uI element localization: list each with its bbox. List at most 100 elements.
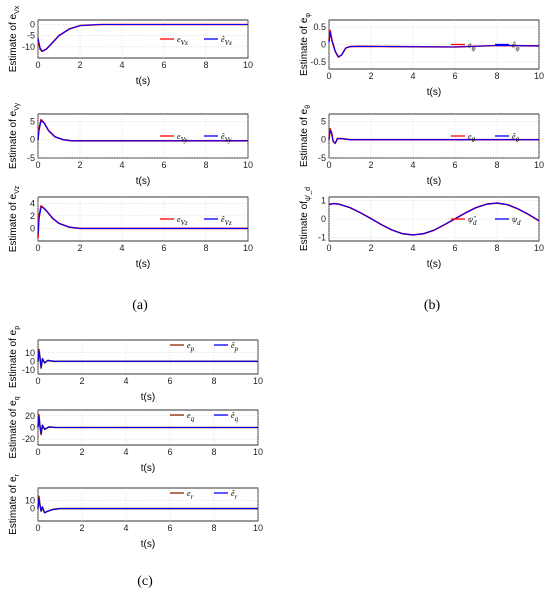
x-tick-label: 6 — [167, 523, 172, 533]
x-tick-label: 0 — [35, 447, 40, 457]
legend-entry-0-main: e — [187, 489, 191, 498]
y-tick-label: 5 — [321, 116, 326, 126]
y-tick-label: -5 — [318, 153, 326, 163]
legend-entry-1-main: ê — [221, 215, 225, 224]
legend-entry-0-sub: r — [191, 493, 194, 501]
y-tick-label: 4 — [30, 198, 35, 208]
y-tick-label: 2 — [30, 211, 35, 221]
legend-entry-1: êq — [231, 411, 239, 423]
y-axis-label: Estimate of eq — [8, 396, 21, 458]
x-tick-label: 2 — [79, 523, 84, 533]
x-tick-label: 10 — [243, 60, 253, 70]
x-tick-label: 0 — [35, 160, 40, 170]
y-tick-label: -1 — [318, 232, 326, 242]
legend-entry-0: er — [187, 489, 194, 501]
chart-b1: 0 2 4 6 8 10-0.500.5eφ êφt(s)Estimate of eφ — [299, 13, 544, 98]
x-tick-label: 8 — [211, 523, 216, 533]
legend-entry-0-main: ψ̂ — [468, 215, 476, 224]
legend-entry-0: eVy — [177, 132, 188, 144]
x-tick-label: 2 — [77, 160, 82, 170]
x-tick-label: 10 — [253, 523, 263, 533]
x-tick-label: 6 — [452, 243, 457, 253]
y-axis-label-main: Estimate of e — [8, 110, 19, 169]
x-tick-label: 0 — [35, 523, 40, 533]
series-line-estimate — [37, 350, 258, 368]
legend-entry-0-sub: q — [191, 415, 195, 423]
caption-a: (a) — [132, 298, 148, 313]
legend-entry-0: eθ — [468, 132, 476, 144]
y-axis-label: Estimate ofψ'_d — [299, 187, 312, 251]
y-axis-label-sub: r — [14, 473, 21, 476]
x-tick-label: 10 — [534, 243, 544, 253]
x-tick-label: 2 — [368, 71, 373, 81]
y-axis-label: Estimate of ep — [8, 326, 21, 388]
x-tick-label: 6 — [161, 60, 166, 70]
legend-entry-0-main: e — [177, 35, 181, 44]
legend-entry-1-sub: Vy — [225, 136, 233, 144]
x-tick-label: 2 — [79, 376, 84, 386]
x-tick-label: 4 — [119, 60, 124, 70]
x-tick-label: 2 — [77, 243, 82, 253]
legend-entry-1-main: ê — [231, 411, 235, 420]
x-tick-label: 8 — [211, 376, 216, 386]
legend-entry-1-sub: r — [235, 493, 238, 501]
y-axis-label-sub: p — [14, 326, 21, 330]
x-axis-label: t(s) — [136, 259, 150, 270]
x-tick-label: 4 — [119, 160, 124, 170]
legend-entry-0: eVx — [177, 35, 189, 47]
x-tick-label: 8 — [494, 160, 499, 170]
x-tick-label: 8 — [494, 71, 499, 81]
legend-entry-1-sub: Vx — [225, 39, 233, 47]
y-tick-label: -10 — [22, 365, 35, 375]
x-axis-label: t(s) — [136, 76, 150, 87]
legend-entry-0-sub: φ — [472, 45, 476, 53]
x-tick-label: 6 — [452, 160, 457, 170]
x-tick-label: 4 — [123, 447, 128, 457]
legend-entry-0: ψ̂d — [468, 215, 477, 227]
x-tick-label: 0 — [35, 60, 40, 70]
y-axis-label: Estimate of eVx — [8, 5, 21, 72]
legend-entry-0-main: e — [177, 215, 181, 224]
x-tick-label: 10 — [534, 160, 544, 170]
y-axis-label: Estimate of eθ — [299, 105, 312, 167]
y-tick-label: 0 — [30, 19, 35, 29]
series-line-estimate — [37, 206, 248, 235]
y-axis-label-main: Estimate of e — [8, 13, 19, 72]
legend-entry-1-sub: d — [517, 219, 521, 227]
y-axis-label-main: Estimate of e — [8, 400, 19, 459]
legend-entry-1-main: ê — [231, 341, 235, 350]
legend-entry-1-main: ê — [221, 132, 225, 141]
legend-entry-1: êVx — [221, 35, 233, 47]
legend-entry-1-sub: φ — [516, 45, 520, 53]
legend-entry-1-main: ê — [512, 132, 516, 141]
y-axis-label-main: Estimate of e — [8, 329, 19, 388]
y-axis-label: Estimate of eφ — [299, 13, 312, 76]
y-tick-label: 0 — [30, 223, 35, 233]
y-tick-label: 0 — [321, 40, 326, 50]
legend-entry-1: êVy — [221, 132, 232, 144]
x-tick-label: 6 — [167, 376, 172, 386]
caption-b: (b) — [424, 298, 441, 313]
legend-entry-0-main: e — [177, 132, 181, 141]
x-tick-label: 8 — [203, 243, 208, 253]
series-line-estimate — [328, 129, 539, 144]
legend-entry-0-sub: θ — [472, 136, 476, 144]
x-tick-label: 4 — [123, 523, 128, 533]
x-tick-label: 0 — [326, 71, 331, 81]
x-tick-label: 10 — [253, 376, 263, 386]
x-axis-label: t(s) — [141, 392, 155, 403]
plot-frame-c1 — [37, 339, 259, 375]
y-axis-label-main: Estimate of e — [299, 17, 310, 76]
y-axis-label-main: Estimate of e — [8, 193, 19, 252]
series-line-estimate — [328, 202, 540, 236]
legend-entry-0: ep — [187, 341, 195, 353]
x-tick-label: 8 — [203, 160, 208, 170]
legend-entry-1: êφ — [512, 41, 520, 53]
y-axis-label-main: Estimate of e — [299, 108, 310, 167]
series-line-estimate — [37, 416, 258, 434]
